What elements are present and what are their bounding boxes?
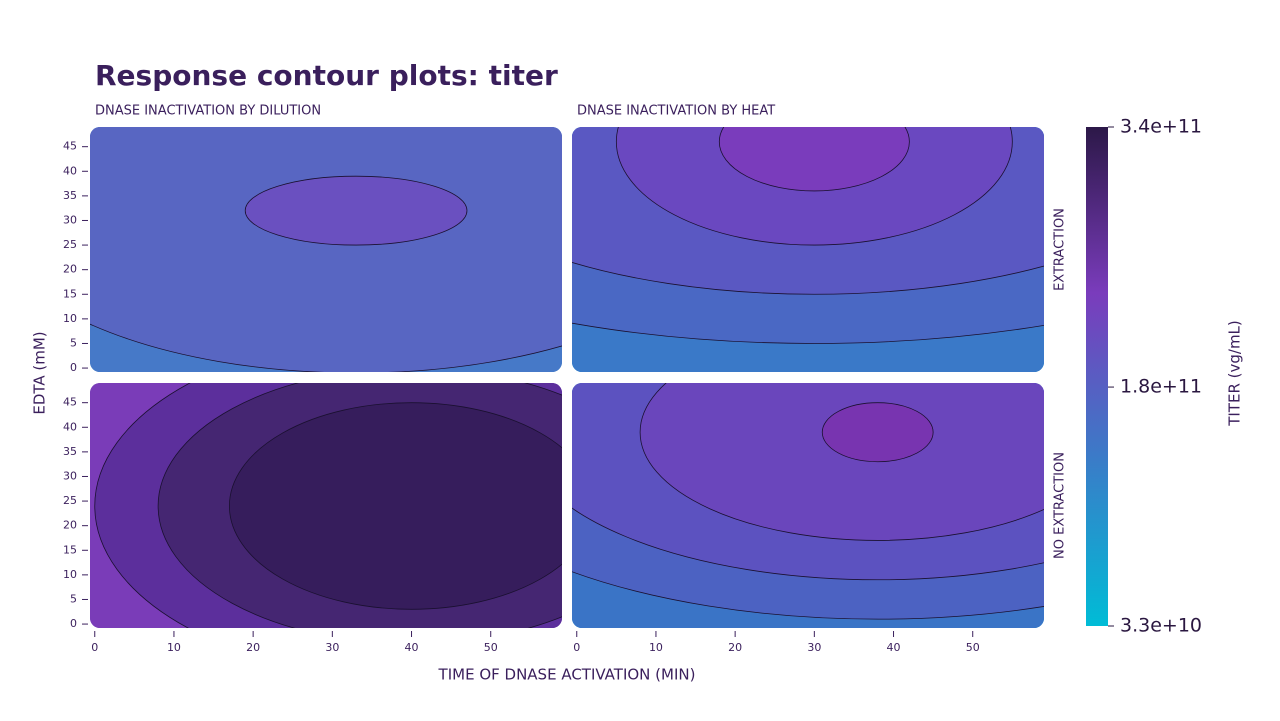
contour-panel <box>90 127 562 372</box>
y-tick-label: 10 <box>63 568 77 581</box>
x-tick-label: 0 <box>91 641 98 654</box>
y-tick-label: 25 <box>63 238 77 251</box>
contour-panel <box>90 383 562 628</box>
y-tick-label: 40 <box>63 164 77 177</box>
y-tick-label: 15 <box>63 287 77 300</box>
y-tick-label: 20 <box>63 519 77 532</box>
row-label: NO EXTRACTION <box>1053 452 1068 559</box>
row-label: EXTRACTION <box>1053 208 1068 291</box>
x-tick-label: 40 <box>887 641 901 654</box>
x-tick-label: 30 <box>325 641 339 654</box>
y-tick-label: 30 <box>63 213 77 226</box>
y-tick-label: 5 <box>70 592 77 605</box>
colorbar <box>1086 127 1108 626</box>
x-axis-label: TIME OF DNASE ACTIVATION (MIN) <box>438 666 696 684</box>
y-tick-label: 0 <box>70 617 77 630</box>
contour-level <box>718 127 910 192</box>
colorbar-tick-label: 3.4e+11 <box>1120 116 1202 138</box>
x-tick-label: 10 <box>167 641 181 654</box>
colorbar-tick-label: 3.3e+10 <box>1120 615 1202 637</box>
y-tick-label: 40 <box>63 420 77 433</box>
y-tick-label: 15 <box>63 543 77 556</box>
x-tick-label: 0 <box>573 641 580 654</box>
y-tick-label: 45 <box>63 396 77 409</box>
x-tick-label: 30 <box>807 641 821 654</box>
contour-panel <box>572 127 1044 372</box>
y-tick-label: 30 <box>63 469 77 482</box>
contour-panel <box>572 383 1044 628</box>
x-tick-label: 40 <box>405 641 419 654</box>
contour-level <box>244 175 468 246</box>
x-tick-label: 50 <box>966 641 980 654</box>
x-tick-label: 20 <box>728 641 742 654</box>
x-tick-label: 10 <box>649 641 663 654</box>
y-axis-label: EDTA (mM) <box>31 331 49 414</box>
column-label: DNASE INACTIVATION BY DILUTION <box>95 104 321 119</box>
contour-level <box>821 402 934 463</box>
y-tick-label: 10 <box>63 312 77 325</box>
contour-level <box>228 402 562 610</box>
y-tick-label: 45 <box>63 140 77 153</box>
y-tick-label: 35 <box>63 189 77 202</box>
y-tick-label: 35 <box>63 445 77 458</box>
x-tick-label: 50 <box>484 641 498 654</box>
column-label: DNASE INACTIVATION BY HEAT <box>577 104 775 119</box>
colorbar-tick-label: 1.8e+11 <box>1120 376 1202 398</box>
y-tick-label: 20 <box>63 263 77 276</box>
x-tick-label: 20 <box>246 641 260 654</box>
y-tick-label: 25 <box>63 494 77 507</box>
y-tick-label: 5 <box>70 336 77 349</box>
colorbar-label: TITER (vg/mL) <box>1226 320 1244 427</box>
chart-title: Response contour plots: titer <box>95 59 558 92</box>
y-tick-label: 0 <box>70 361 77 374</box>
